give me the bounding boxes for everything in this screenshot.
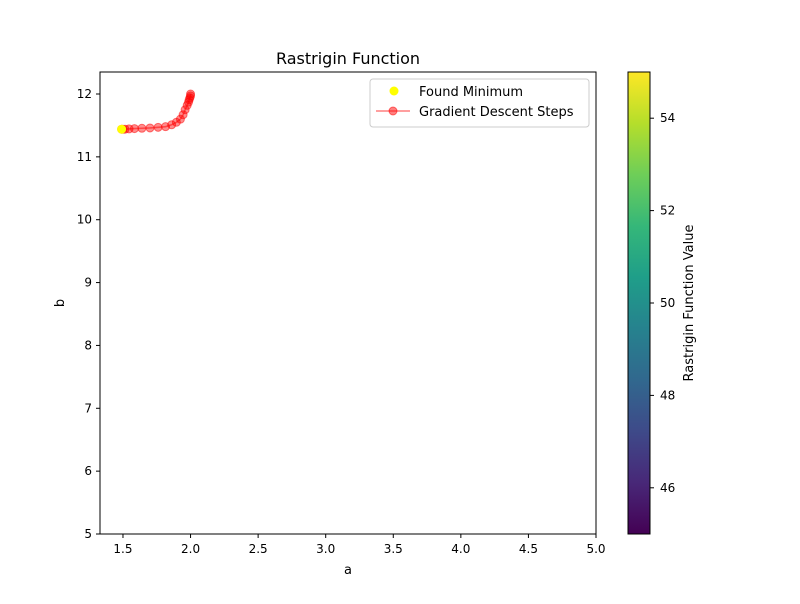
legend-marker-found-minimum xyxy=(389,86,399,96)
x-tick-label: 2.0 xyxy=(181,542,200,556)
colorbar-ticks: 46 48 50 52 54 xyxy=(650,111,675,495)
colorbar-gradient xyxy=(627,71,651,535)
x-tick-label: 3.5 xyxy=(384,542,403,556)
plot-frame xyxy=(99,71,597,535)
x-axis: 1.5 2.0 2.5 3.0 3.5 4.0 4.5 5.0 xyxy=(113,534,606,556)
y-tick-label: 5 xyxy=(84,527,92,541)
x-tick-label: 1.5 xyxy=(113,542,132,556)
gradient-descent-point xyxy=(180,105,190,115)
plot-area xyxy=(117,89,196,134)
colorbar: 46 48 50 52 54 Rastrigin Function Value xyxy=(627,71,697,535)
colorbar-label: Rastrigin Function Value xyxy=(682,225,697,382)
gradient-descent-point xyxy=(137,123,147,133)
y-tick-label: 12 xyxy=(77,87,92,101)
y-tick-label: 6 xyxy=(84,464,92,478)
x-tick-label: 3.0 xyxy=(316,542,335,556)
y-tick-label: 9 xyxy=(84,276,92,290)
colorbar-tick-label: 50 xyxy=(660,296,675,310)
colorbar-tick-label: 48 xyxy=(660,388,675,402)
y-tick-label: 10 xyxy=(77,213,92,227)
x-tick-label: 5.0 xyxy=(586,542,605,556)
gradient-descent-point xyxy=(182,100,192,110)
y-axis-label: b xyxy=(53,299,68,307)
y-tick-label: 8 xyxy=(84,338,92,352)
legend-box xyxy=(369,78,590,128)
y-tick-label: 7 xyxy=(84,401,92,415)
colorbar-tick-label: 52 xyxy=(660,204,675,218)
gradient-descent-point xyxy=(161,122,171,132)
x-axis-label: a xyxy=(344,563,352,578)
chart-title: Rastrigin Function xyxy=(276,49,420,68)
y-axis: 5 6 7 8 9 10 11 12 xyxy=(77,87,100,541)
legend-label-gradient-steps: Gradient Descent Steps xyxy=(419,105,574,120)
gradient-descent-point xyxy=(178,110,188,120)
legend-marker-gradient-steps xyxy=(388,106,398,116)
x-tick-label: 4.0 xyxy=(451,542,470,556)
x-tick-label: 4.5 xyxy=(519,542,538,556)
gradient-descent-point xyxy=(153,122,163,132)
gradient-descent-point xyxy=(145,123,155,133)
legend-label-found-minimum: Found Minimum xyxy=(419,85,523,100)
gradient-descent-point xyxy=(171,117,181,127)
y-tick-label: 11 xyxy=(77,150,92,164)
colorbar-tick-label: 46 xyxy=(660,481,675,495)
x-tick-label: 2.5 xyxy=(249,542,268,556)
legend: Found Minimum Gradient Descent Steps xyxy=(369,78,590,128)
colorbar-tick-label: 54 xyxy=(660,111,675,125)
found-minimum-point xyxy=(117,124,127,134)
